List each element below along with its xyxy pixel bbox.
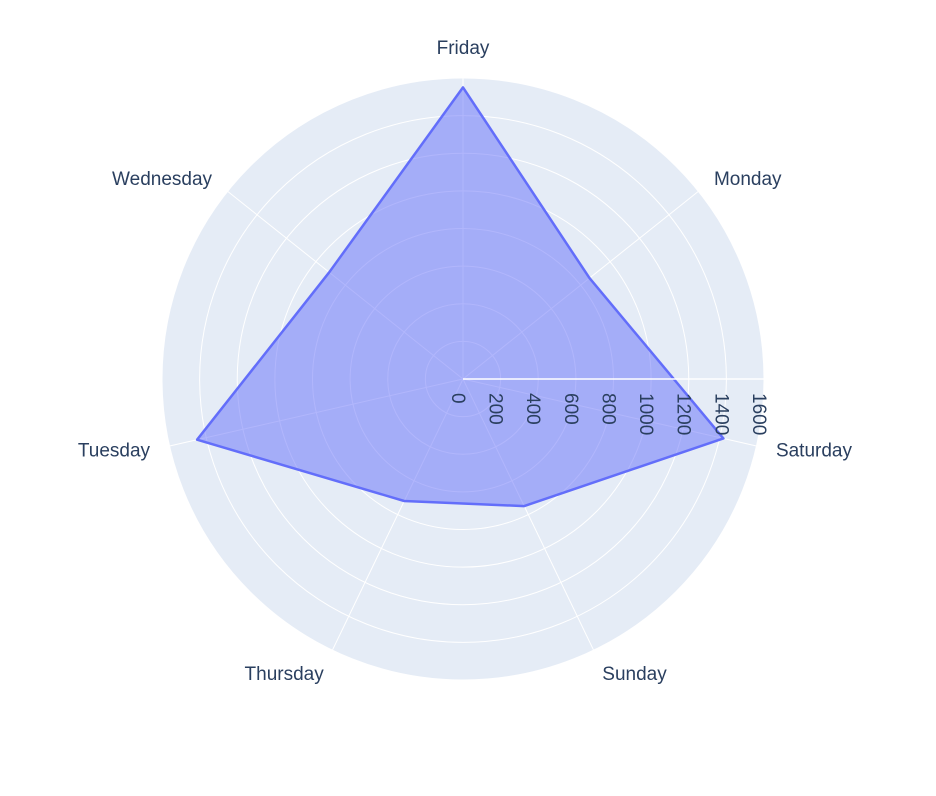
radial-axis: 0 200 400 600 800 1000 1200 1400 1600 (447, 378, 769, 435)
category-label-sunday: Sunday (602, 664, 667, 685)
radial-tick-label-1200: 1200 (673, 393, 694, 435)
series-layer (195, 86, 725, 508)
radial-tick-label-600: 600 (560, 393, 581, 425)
category-label-saturday: Saturday (776, 440, 853, 461)
category-label-monday: Monday (714, 169, 782, 190)
radial-tick-label-1400: 1400 (710, 393, 731, 435)
category-label-wednesday: Wednesday (112, 169, 212, 190)
radial-tick-label-200: 200 (485, 393, 506, 425)
series-area-0 (195, 86, 725, 508)
radial-tick-label-1000: 1000 (635, 393, 656, 435)
category-label-thursday: Thursday (245, 664, 325, 685)
radial-tick-label-400: 400 (522, 393, 543, 425)
category-label-tuesday: Tuesday (78, 440, 151, 461)
radial-tick-label-1600: 1600 (748, 393, 769, 435)
radial-tick-label-0: 0 (447, 393, 468, 404)
angular-axis-labels: Friday Monday Saturday Sunday Thursday Tuesda… (78, 38, 853, 685)
radial-tick-label-800: 800 (597, 393, 618, 425)
category-label-friday: Friday (437, 38, 490, 59)
